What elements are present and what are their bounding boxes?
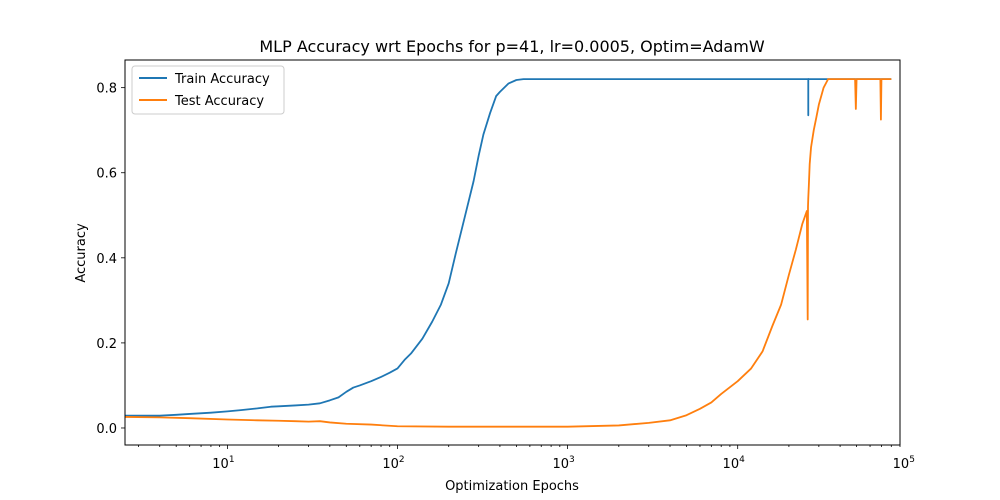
legend-label-train: Train Accuracy <box>174 72 270 87</box>
series-line-train-accuracy <box>125 78 892 417</box>
x-tick-label: 103 <box>552 455 574 472</box>
legend-label-test: Test Accuracy <box>174 94 264 109</box>
y-axis-label: Accuracy <box>74 223 89 283</box>
x-axis-label: Optimization Epochs <box>445 479 579 494</box>
legend: Train Accuracy Test Accuracy <box>131 65 285 115</box>
x-tick-label: 105 <box>893 455 915 472</box>
y-axis-ticks: 0.0 0.2 0.4 0.6 0.8 <box>96 82 125 437</box>
axes-frame <box>124 59 901 446</box>
y-tick-label: 0.4 <box>96 252 117 267</box>
x-tick-label: 102 <box>382 455 404 472</box>
y-tick-label: 0.2 <box>96 337 117 352</box>
series-line-test-accuracy <box>124 78 892 428</box>
y-tick-label: 0.6 <box>96 167 117 182</box>
legend-box <box>131 65 285 115</box>
y-tick-label: 0.0 <box>96 422 117 437</box>
chart-title: MLP Accuracy wrt Epochs for p=41, lr=0.0… <box>259 37 764 56</box>
y-tick-label: 0.8 <box>96 82 117 97</box>
plot-area <box>124 78 892 428</box>
x-axis-ticks: 101 102 103 104 105 <box>138 445 915 472</box>
x-tick-label: 104 <box>723 455 746 472</box>
x-tick-label: 101 <box>212 455 234 472</box>
